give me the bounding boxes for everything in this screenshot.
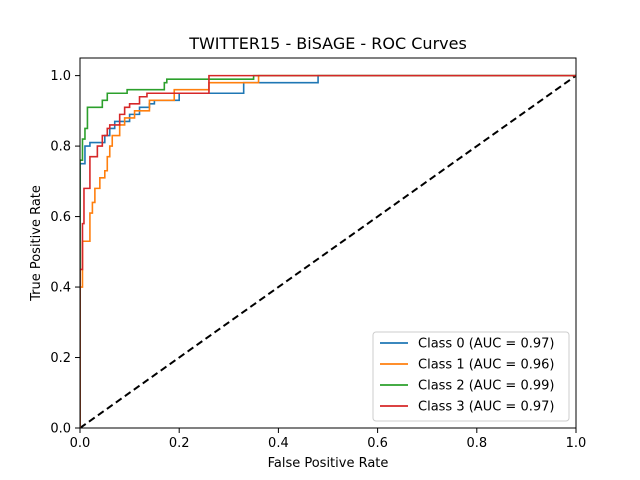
reference-layer xyxy=(80,74,576,428)
roc-series-2 xyxy=(80,74,576,428)
y-tick-label: 0.6 xyxy=(50,210,71,225)
y-tick-label: 0.8 xyxy=(50,140,71,155)
legend-box xyxy=(372,331,570,422)
roc-series-1 xyxy=(80,74,576,428)
x-tick-label: 1.0 xyxy=(566,436,587,451)
x-tick-label: 0.6 xyxy=(367,436,388,451)
legend-label-2: Class 2 (AUC = 0.99) xyxy=(418,379,554,394)
x-tick-label: 0.8 xyxy=(466,436,487,451)
y-axis-label: True Positive Rate xyxy=(29,185,44,302)
chart-title: TWITTER15 - BiSAGE - ROC Curves xyxy=(188,34,467,53)
y-tick-label: 0.0 xyxy=(50,422,71,437)
y-tick-label: 0.2 xyxy=(50,351,71,366)
x-axis-ticks: 0.0 0.2 0.4 0.6 0.8 1.0 xyxy=(70,428,587,451)
y-tick-label: 1.0 xyxy=(50,69,71,84)
series-layer xyxy=(80,74,576,428)
roc-series-0 xyxy=(80,74,576,428)
y-axis-ticks: 0.0 0.2 0.4 0.6 0.8 1.0 xyxy=(50,69,80,437)
x-tick-label: 0.0 xyxy=(70,436,91,451)
x-tick-label: 0.2 xyxy=(169,436,190,451)
legend-label-1: Class 1 (AUC = 0.96) xyxy=(418,358,554,373)
legend-label-3: Class 3 (AUC = 0.97) xyxy=(418,400,554,415)
y-tick-label: 0.4 xyxy=(50,281,71,296)
x-axis-label: False Positive Rate xyxy=(268,456,389,471)
plot-frame xyxy=(79,57,577,429)
x-tick-label: 0.4 xyxy=(268,436,289,451)
legend: Class 0 (AUC = 0.97) Class 1 (AUC = 0.96)… xyxy=(372,331,570,422)
roc-series-3 xyxy=(80,74,576,428)
legend-label-0: Class 0 (AUC = 0.97) xyxy=(418,337,554,352)
chance-reference-line xyxy=(80,74,576,428)
